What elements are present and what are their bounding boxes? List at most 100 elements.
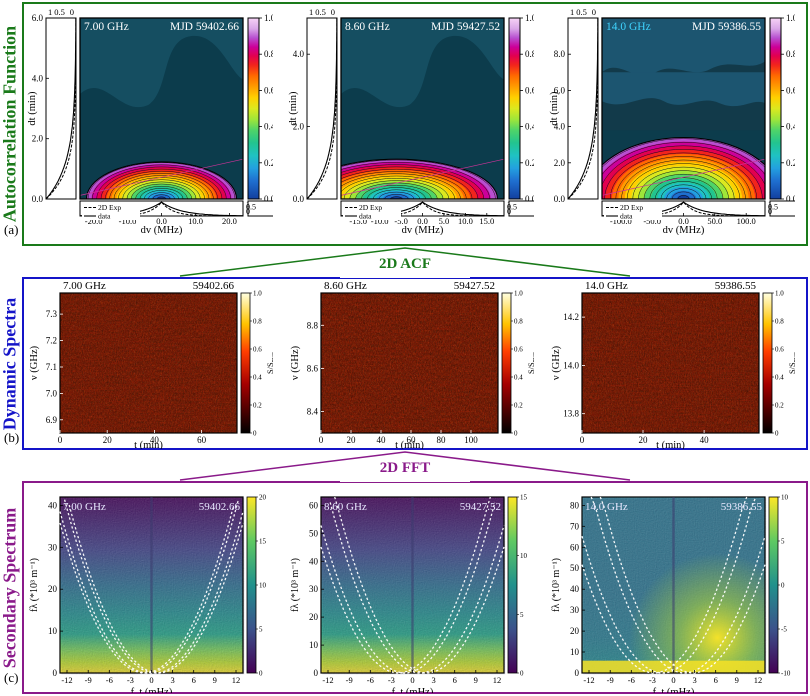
svg-text:data: data <box>620 212 633 221</box>
svg-text:data: data <box>359 212 372 221</box>
svg-text:1.0: 1.0 <box>525 13 534 23</box>
svg-text:6: 6 <box>453 675 457 685</box>
svg-text:0: 0 <box>259 670 263 678</box>
svg-text:60: 60 <box>570 542 580 552</box>
svg-text:13.8: 13.8 <box>563 409 579 419</box>
svg-text:0: 0 <box>58 435 63 445</box>
svg-text:t (min): t (min) <box>395 440 424 449</box>
svg-text:0.5: 0.5 <box>576 7 587 17</box>
svg-text:0.4: 0.4 <box>525 122 534 132</box>
svg-text:3: 3 <box>431 675 435 685</box>
svg-text:0: 0 <box>53 668 58 678</box>
svg-text:9: 9 <box>735 675 739 685</box>
svg-text:0.2: 0.2 <box>264 158 273 168</box>
svg-text:40: 40 <box>570 584 580 594</box>
svg-text:10: 10 <box>520 552 528 560</box>
svg-text:0.8: 0.8 <box>514 318 523 326</box>
svg-text:4.0: 4.0 <box>293 49 305 59</box>
svg-text:60: 60 <box>197 435 207 445</box>
svg-text:2.0: 2.0 <box>554 158 566 168</box>
svg-text:14.2: 14.2 <box>563 312 579 322</box>
svg-text:20: 20 <box>48 584 58 594</box>
svg-text:20.0: 20.0 <box>222 216 237 226</box>
svg-text:0: 0 <box>514 430 518 438</box>
svg-text:f_t (mHz): f_t (mHz) <box>392 687 434 693</box>
svg-text:dv (MHz): dv (MHz) <box>663 225 705 235</box>
svg-text:0.6: 0.6 <box>786 85 795 95</box>
svg-text:-6: -6 <box>106 675 113 685</box>
svg-text:2D FFT: 2D FFT <box>380 460 430 476</box>
svg-text:14.0 GHz: 14.0 GHz <box>585 501 628 513</box>
svg-text:0: 0 <box>253 430 257 438</box>
svg-text:0: 0 <box>314 668 319 678</box>
svg-text:100.0: 100.0 <box>737 216 756 226</box>
svg-text:f_t (mHz): f_t (mHz) <box>653 687 695 693</box>
svg-text:7.3: 7.3 <box>46 309 58 319</box>
svg-text:0: 0 <box>671 675 675 685</box>
svg-text:0.6: 0.6 <box>253 346 262 354</box>
svg-text:0: 0 <box>410 675 414 685</box>
svg-text:MJD 59386.55: MJD 59386.55 <box>692 21 761 33</box>
svg-text:6.9: 6.9 <box>46 415 58 425</box>
svg-text:7.00 GHz: 7.00 GHz <box>63 501 106 513</box>
svg-text:0.4: 0.4 <box>253 374 262 382</box>
svg-text:dt (min): dt (min) <box>549 91 560 126</box>
svg-text:-9: -9 <box>346 675 353 685</box>
svg-text:0.0: 0.0 <box>554 194 566 204</box>
svg-text:59427.52: 59427.52 <box>460 501 501 513</box>
svg-text:10: 10 <box>570 647 580 657</box>
svg-text:-9: -9 <box>607 675 614 685</box>
svg-text:14.0 GHz: 14.0 GHz <box>585 280 628 292</box>
svg-text:0: 0 <box>149 675 153 685</box>
svg-text:MJD 59402.66: MJD 59402.66 <box>170 21 239 33</box>
svg-text:7.1: 7.1 <box>46 362 57 372</box>
svg-text:0.8: 0.8 <box>525 49 534 59</box>
svg-text:0: 0 <box>575 668 580 678</box>
svg-text:6: 6 <box>714 675 718 685</box>
svg-text:0.2: 0.2 <box>775 402 784 410</box>
svg-text:14.0 GHz: 14.0 GHz <box>606 21 651 33</box>
svg-text:7.0: 7.0 <box>46 388 58 398</box>
svg-text:1: 1 <box>309 7 313 17</box>
svg-text:7.00 GHz: 7.00 GHz <box>63 280 106 292</box>
svg-text:0.4: 0.4 <box>786 122 795 132</box>
svg-text:9: 9 <box>213 675 217 685</box>
svg-text:0.8: 0.8 <box>253 318 262 326</box>
svg-text:30: 30 <box>570 605 580 615</box>
svg-text:0.0: 0.0 <box>293 194 305 204</box>
svg-text:100: 100 <box>464 435 478 445</box>
svg-text:0: 0 <box>781 582 785 590</box>
svg-text:2.0: 2.0 <box>32 134 44 144</box>
svg-text:0.8: 0.8 <box>775 318 784 326</box>
svg-text:12: 12 <box>493 675 502 685</box>
svg-text:0.6: 0.6 <box>514 346 523 354</box>
svg-text:8.4: 8.4 <box>307 407 319 417</box>
svg-text:40: 40 <box>700 435 710 445</box>
svg-text:9: 9 <box>474 675 478 685</box>
svg-text:-6: -6 <box>628 675 635 685</box>
svg-text:S/Smax: S/Smax <box>527 352 534 374</box>
svg-text:-3: -3 <box>127 675 134 685</box>
svg-text:60: 60 <box>309 500 319 510</box>
svg-text:10.0: 10.0 <box>188 216 203 226</box>
svg-text:dv (MHz): dv (MHz) <box>402 225 444 235</box>
svg-text:10: 10 <box>48 626 58 636</box>
svg-text:3: 3 <box>692 675 696 685</box>
svg-text:dv (MHz): dv (MHz) <box>141 225 183 235</box>
svg-text:50.0: 50.0 <box>707 216 722 226</box>
svg-text:0: 0 <box>775 430 779 438</box>
svg-text:0.8: 0.8 <box>786 49 795 59</box>
svg-text:data: data <box>98 212 111 221</box>
svg-text:ν (GHz): ν (GHz) <box>551 345 562 380</box>
svg-text:0.6: 0.6 <box>264 85 273 95</box>
svg-text:dt (min): dt (min) <box>288 91 299 126</box>
svg-text:12: 12 <box>232 675 241 685</box>
svg-text:t (min): t (min) <box>134 440 163 449</box>
svg-text:0: 0 <box>507 207 511 216</box>
svg-text:5: 5 <box>781 538 785 546</box>
svg-text:10.0: 10.0 <box>458 216 473 226</box>
svg-text:15: 15 <box>259 538 267 546</box>
svg-text:0.8: 0.8 <box>264 49 273 59</box>
svg-text:0.4: 0.4 <box>775 374 784 382</box>
svg-text:12: 12 <box>754 675 763 685</box>
